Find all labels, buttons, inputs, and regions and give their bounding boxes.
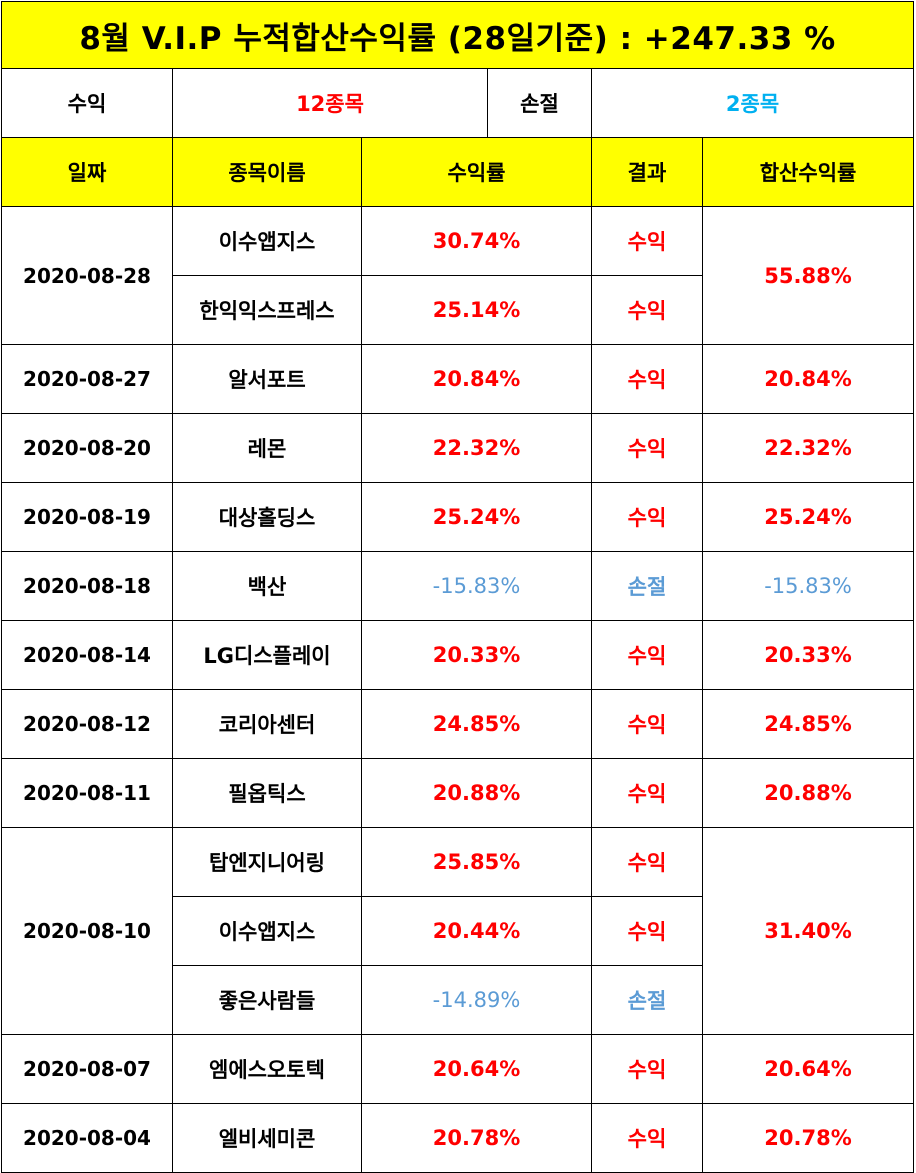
return-cell: 20.84% <box>361 344 592 414</box>
header-combined: 합산수익률 <box>701 137 915 207</box>
return-cell: 24.85% <box>361 689 592 759</box>
combined-return-cell: 22.32% <box>701 413 915 483</box>
result-cell: 수익 <box>591 620 703 690</box>
combined-return-cell: 55.88% <box>701 206 915 345</box>
return-cell: 20.44% <box>361 896 592 966</box>
result-cell: 수익 <box>591 206 703 276</box>
table-row: 2020-08-04 엘비세미콘 20.78% 수익 20.78% <box>1 1103 915 1173</box>
return-cell: 20.78% <box>361 1103 592 1173</box>
combined-return-cell: 20.33% <box>701 620 915 690</box>
header-return: 수익률 <box>361 137 592 207</box>
stock-name-cell: 레몬 <box>172 413 362 483</box>
date-cell: 2020-08-27 <box>1 344 173 414</box>
table-row: 2020-08-12 코리아센터 24.85% 수익 24.85% <box>1 689 915 759</box>
table-row: 2020-08-20 레몬 22.32% 수익 22.32% <box>1 413 915 483</box>
result-cell: 수익 <box>591 689 703 759</box>
loss-count: 2종목 <box>590 68 915 138</box>
stock-name-cell: 엘비세미콘 <box>172 1103 362 1173</box>
date-cell: 2020-08-14 <box>1 620 173 690</box>
date-cell: 2020-08-07 <box>1 1034 173 1104</box>
stock-name-cell: 한익익스프레스 <box>172 275 362 345</box>
date-cell: 2020-08-11 <box>1 758 173 828</box>
table-row: 2020-08-14 LG디스플레이 20.33% 수익 20.33% <box>1 620 915 690</box>
return-cell: 20.33% <box>361 620 592 690</box>
result-cell: 수익 <box>591 827 703 897</box>
result-cell: 수익 <box>591 275 703 345</box>
table-row: 2020-08-18 백산 -15.83% 손절 -15.83% <box>1 551 915 621</box>
return-cell: 22.32% <box>361 413 592 483</box>
stock-name-cell: 이수앱지스 <box>172 896 362 966</box>
combined-return-cell: 20.84% <box>701 344 915 414</box>
stock-name-cell: 대상홀딩스 <box>172 482 362 552</box>
return-cell: 20.64% <box>361 1034 592 1104</box>
stock-name-cell: LG디스플레이 <box>172 620 362 690</box>
combined-return-cell: -15.83% <box>701 551 915 621</box>
profit-count: 12종목 <box>172 68 488 138</box>
header-result: 결과 <box>591 137 703 207</box>
header-row: 일짜 종목이름 수익률 결과 합산수익률 <box>1 137 915 207</box>
return-cell: -14.89% <box>361 965 592 1035</box>
result-cell: 수익 <box>591 1034 703 1104</box>
stock-name-cell: 좋은사람들 <box>172 965 362 1035</box>
stock-name-cell: 백산 <box>172 551 362 621</box>
date-cell: 2020-08-04 <box>1 1103 173 1173</box>
result-cell: 수익 <box>591 1103 703 1173</box>
combined-return-cell: 20.64% <box>701 1034 915 1104</box>
combined-return-cell: 24.85% <box>701 689 915 759</box>
header-stock: 종목이름 <box>172 137 362 207</box>
stock-name-cell: 탑엔지니어링 <box>172 827 362 897</box>
return-cell: -15.83% <box>361 551 592 621</box>
summary-row: 수익 12종목 손절 2종목 <box>1 68 915 138</box>
page-title: 8월 V.I.P 누적합산수익률 (28일기준) : +247.33 % <box>0 1 915 69</box>
table-row: 2020-08-27 알서포트 20.84% 수익 20.84% <box>1 344 915 414</box>
result-cell: 수익 <box>591 482 703 552</box>
stock-name-cell: 엠에스오토텍 <box>172 1034 362 1104</box>
date-cell: 2020-08-18 <box>1 551 173 621</box>
table-row: 한익익스프레스 25.14% 수익 <box>2 275 914 345</box>
stock-name-cell: 이수앱지스 <box>172 206 362 276</box>
date-cell: 2020-08-12 <box>1 689 173 759</box>
result-cell: 수익 <box>591 413 703 483</box>
combined-return-cell: 31.40% <box>701 827 915 1035</box>
return-cell: 20.88% <box>361 758 592 828</box>
combined-return-cell: 25.24% <box>701 482 915 552</box>
stock-name-cell: 코리아센터 <box>172 689 362 759</box>
return-cell: 25.85% <box>361 827 592 897</box>
stock-name-cell: 알서포트 <box>172 344 362 414</box>
table-row: 2020-08-10 탑엔지니어링 25.85% 수익 31.40% <box>1 827 915 1035</box>
table-row: 2020-08-07 엠에스오토텍 20.64% 수익 20.64% <box>1 1034 915 1104</box>
table-row: 2020-08-11 필옵틱스 20.88% 수익 20.88% <box>1 758 915 828</box>
return-cell: 25.14% <box>361 275 592 345</box>
date-cell: 2020-08-20 <box>1 413 173 483</box>
stock-name-cell: 필옵틱스 <box>172 758 362 828</box>
result-cell: 손절 <box>591 965 703 1035</box>
table-row: 좋은사람들 -14.89% 손절 <box>2 965 914 1035</box>
combined-return-cell: 20.78% <box>701 1103 915 1173</box>
header-date: 일짜 <box>1 137 173 207</box>
result-cell: 수익 <box>591 758 703 828</box>
date-cell: 2020-08-28 <box>1 206 173 345</box>
table-row: 2020-08-28 이수앱지스 30.74% 수익 55.88% <box>1 206 915 345</box>
profit-label: 수익 <box>1 68 173 138</box>
result-cell: 수익 <box>591 896 703 966</box>
date-cell: 2020-08-19 <box>1 482 173 552</box>
combined-return-cell: 20.88% <box>701 758 915 828</box>
table-row: 2020-08-19 대상홀딩스 25.24% 수익 25.24% <box>1 482 915 552</box>
result-cell: 손절 <box>591 551 703 621</box>
date-cell: 2020-08-10 <box>1 827 173 1035</box>
loss-label: 손절 <box>487 68 592 138</box>
return-cell: 30.74% <box>361 206 592 276</box>
return-cell: 25.24% <box>361 482 592 552</box>
result-cell: 수익 <box>591 344 703 414</box>
